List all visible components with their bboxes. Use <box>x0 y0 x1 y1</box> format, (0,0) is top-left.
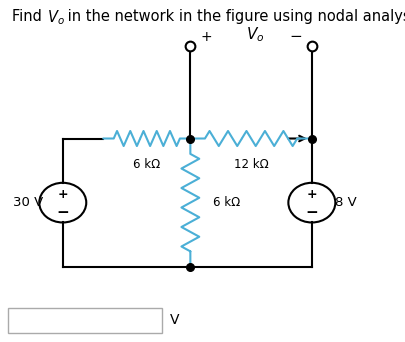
Text: +: + <box>307 187 317 201</box>
Text: 6 kΩ: 6 kΩ <box>213 196 240 209</box>
Text: V: V <box>170 314 179 327</box>
Text: $V_o$: $V_o$ <box>47 9 64 27</box>
Text: 6 kΩ: 6 kΩ <box>133 158 160 171</box>
Text: −: − <box>305 205 318 220</box>
Text: $V_o$: $V_o$ <box>246 26 264 44</box>
FancyBboxPatch shape <box>8 308 162 333</box>
Text: −: − <box>56 205 69 220</box>
Text: 30 V: 30 V <box>13 196 43 209</box>
Text: +: + <box>58 187 68 201</box>
Text: in the network in the figure using nodal analysis.: in the network in the figure using nodal… <box>63 9 405 24</box>
Text: +: + <box>200 30 212 44</box>
Text: Find: Find <box>12 9 47 24</box>
Text: 12 kΩ: 12 kΩ <box>234 158 269 171</box>
Text: 8 V: 8 V <box>335 196 357 209</box>
Text: −: − <box>289 29 302 44</box>
